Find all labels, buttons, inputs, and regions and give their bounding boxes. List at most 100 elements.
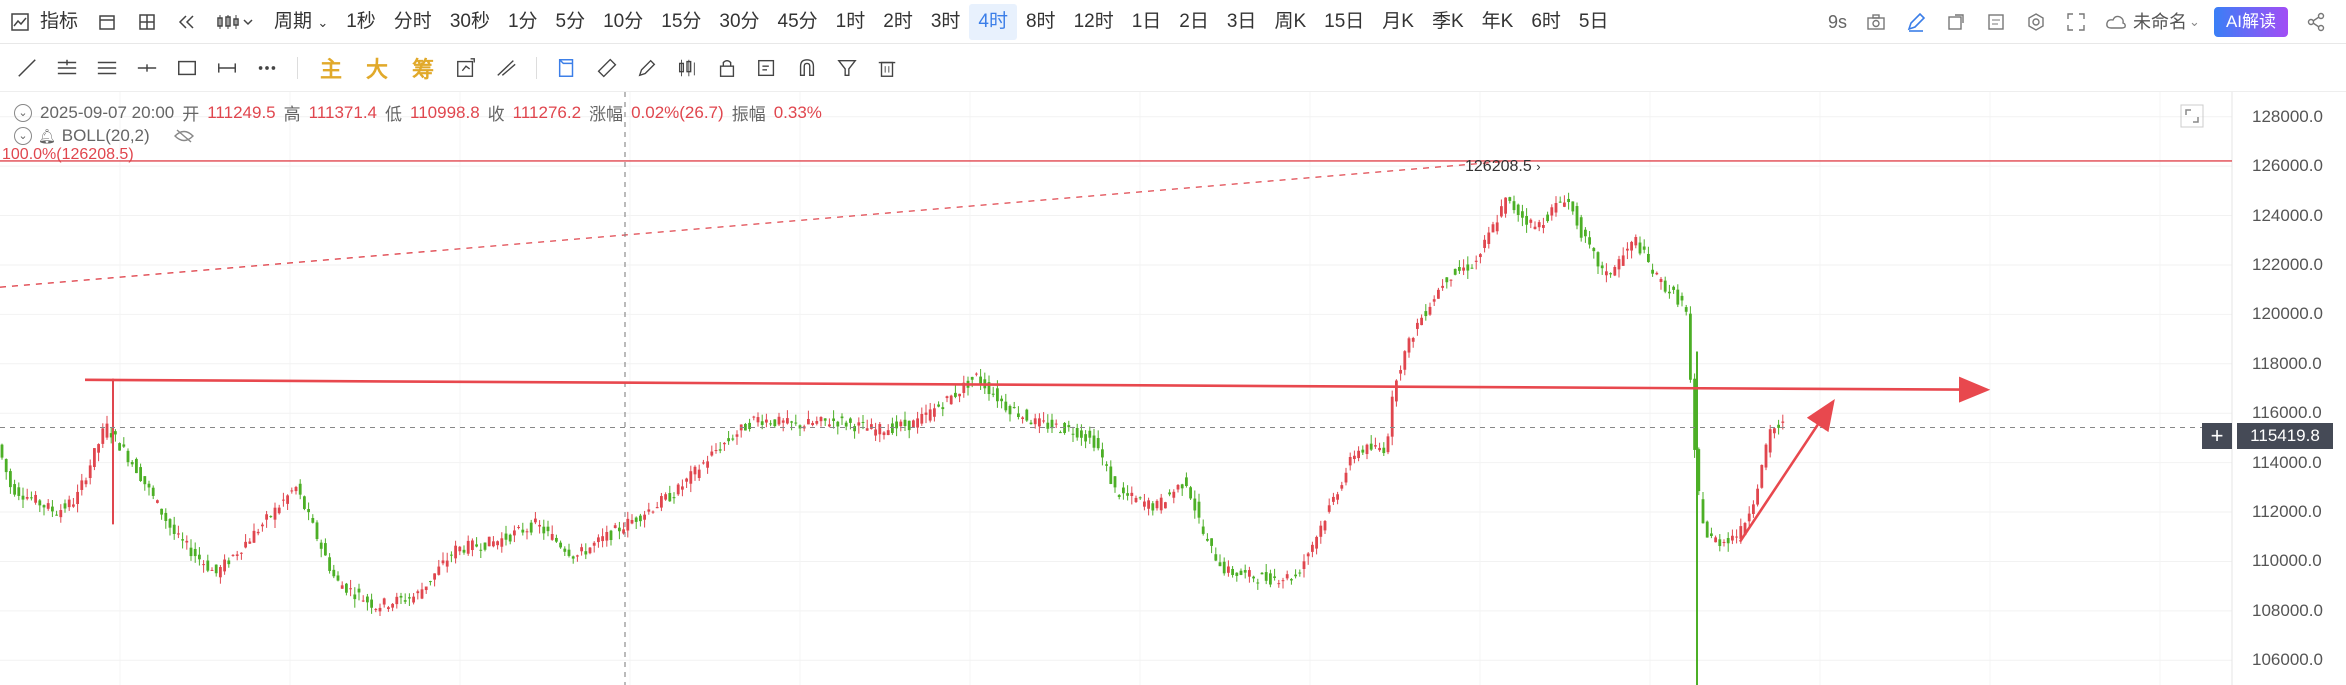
interval-10分[interactable]: 10分 — [603, 10, 644, 32]
interval-15分[interactable]: 15分 — [661, 10, 702, 32]
projection-arrow[interactable] — [1738, 398, 1835, 543]
candle-body — [269, 516, 273, 518]
pen-icon[interactable] — [1905, 11, 1927, 33]
collapse-icon[interactable]: ⌄ — [14, 127, 32, 145]
candle-body — [987, 382, 991, 395]
interval-12时[interactable]: 12时 — [1073, 10, 1114, 32]
info-datetime: 2025-09-07 20:00 — [40, 102, 175, 122]
resistance-arrow[interactable] — [84, 376, 1991, 403]
edit-note-icon[interactable] — [756, 57, 778, 79]
candle-body — [597, 537, 600, 543]
settings-icon[interactable] — [2025, 11, 2047, 33]
measure-icon[interactable] — [216, 57, 238, 79]
magnet-icon[interactable] — [796, 57, 818, 79]
fib-trend-line[interactable] — [0, 160, 1511, 288]
interval-1分[interactable]: 1分 — [507, 10, 538, 32]
interval-30秒[interactable]: 30秒 — [449, 10, 490, 32]
big-order-button[interactable]: 大 — [366, 56, 389, 82]
more-icon[interactable] — [256, 57, 278, 79]
candle-body — [1172, 491, 1176, 498]
sync-icon[interactable] — [455, 57, 477, 79]
candlestick-icon[interactable] — [676, 57, 698, 79]
compare-icon[interactable] — [495, 57, 517, 79]
interval-15日[interactable]: 15日 — [1324, 10, 1365, 32]
filter-icon[interactable] — [836, 57, 858, 79]
calendar-icon[interactable] — [96, 11, 118, 33]
candle-body — [1231, 568, 1234, 575]
indicator-icon[interactable] — [9, 11, 31, 33]
lock-icon[interactable] — [716, 57, 738, 79]
share-icon[interactable] — [2305, 11, 2327, 33]
candle-type-icon[interactable] — [216, 11, 256, 33]
candle-body — [933, 408, 936, 417]
rectangle-icon[interactable] — [176, 57, 198, 79]
main-chart-button[interactable]: 主 — [320, 56, 343, 82]
pencil-icon[interactable] — [636, 57, 658, 79]
candle-body — [1269, 573, 1272, 585]
chip-button[interactable]: 筹 — [412, 56, 435, 82]
bookmark-icon[interactable] — [556, 57, 578, 79]
window-icon[interactable] — [1945, 11, 1967, 33]
candle-body — [517, 526, 520, 528]
interval-30分[interactable]: 30分 — [719, 10, 760, 32]
interval-年K[interactable]: 年K — [1481, 10, 1514, 32]
horizontal-line-icon[interactable] — [136, 57, 158, 79]
layout-icon[interactable] — [136, 11, 158, 33]
indicator-button[interactable]: 指标 — [40, 10, 79, 32]
candle-body — [756, 417, 760, 423]
refresh-interval[interactable]: 9s — [1828, 12, 1848, 32]
interval-1日[interactable]: 1日 — [1131, 10, 1162, 32]
indicator-name[interactable]: BOLL(20,2) — [61, 126, 150, 145]
divider — [297, 56, 298, 79]
interval-分时[interactable]: 分时 — [393, 10, 432, 32]
interval-6时[interactable]: 6时 — [1531, 10, 1561, 32]
candle-body — [46, 503, 50, 509]
interval-3日[interactable]: 3日 — [1226, 10, 1257, 32]
interval-2时[interactable]: 2时 — [883, 10, 913, 32]
interval-5分[interactable]: 5分 — [555, 10, 586, 32]
interval-8时[interactable]: 8时 — [1025, 10, 1056, 32]
fullscreen-icon[interactable] — [2065, 11, 2087, 33]
expand-icon[interactable] — [2180, 104, 2204, 128]
candle-body — [1067, 425, 1071, 428]
interval-月K[interactable]: 月K — [1382, 10, 1414, 32]
trash-icon[interactable] — [876, 57, 898, 79]
ai-analysis-button[interactable]: AI解读 — [2213, 7, 2288, 37]
candle-body — [235, 554, 239, 556]
layout-name[interactable]: 未命名 — [2133, 12, 2188, 32]
candle-body — [567, 549, 571, 556]
candlestick-chart[interactable] — [0, 92, 2346, 685]
interval-45分[interactable]: 45分 — [777, 10, 818, 32]
fib-lines-icon[interactable] — [96, 57, 118, 79]
candle-body — [1151, 503, 1155, 511]
interval-季K[interactable]: 季K — [1431, 10, 1464, 32]
interval-5日[interactable]: 5日 — [1578, 10, 1609, 32]
cloud-icon[interactable] — [2105, 11, 2127, 33]
candle-body — [139, 467, 142, 481]
trend-line-icon[interactable] — [16, 57, 38, 79]
ohlc-info: ⌄ 2025-09-07 20:00 开 111249.5 高 111371.4 低… — [14, 100, 822, 125]
chevron-down-icon[interactable]: ⌄ — [2189, 14, 2200, 29]
interval-1时[interactable]: 1时 — [835, 10, 866, 32]
candle-body — [168, 519, 172, 528]
period-dropdown[interactable]: 周期 ⌄ — [265, 4, 337, 40]
bell-icon[interactable]: 🔔︎ — [38, 127, 56, 144]
camera-icon[interactable] — [1865, 11, 1887, 33]
ruler-icon[interactable] — [596, 57, 618, 79]
candle-body — [1235, 572, 1239, 576]
rewind-icon[interactable] — [176, 11, 198, 33]
candle-body — [1311, 544, 1314, 552]
add-order-button[interactable]: + — [2202, 423, 2232, 449]
interval-4时[interactable]: 4时 — [969, 3, 1017, 40]
interval-3时[interactable]: 3时 — [930, 10, 961, 32]
eye-off-icon[interactable] — [173, 129, 194, 143]
notes-icon[interactable] — [1985, 11, 2007, 33]
candle-body — [114, 431, 117, 435]
candle-body — [303, 496, 306, 509]
parallel-channel-icon[interactable] — [56, 57, 78, 79]
interval-周K[interactable]: 周K — [1274, 10, 1307, 32]
candle-body — [332, 569, 336, 577]
interval-1秒[interactable]: 1秒 — [346, 10, 376, 32]
collapse-icon[interactable]: ⌄ — [14, 103, 32, 122]
interval-2日[interactable]: 2日 — [1179, 10, 1209, 32]
